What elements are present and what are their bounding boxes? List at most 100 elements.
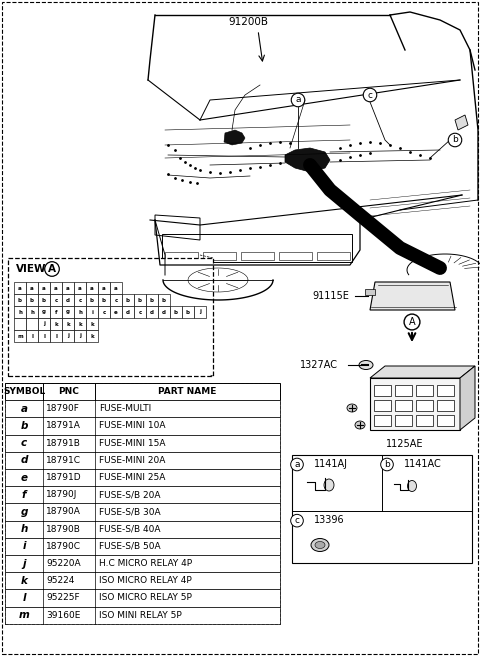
Bar	[26, 330, 38, 342]
Bar	[5, 572, 280, 589]
Bar	[122, 306, 134, 318]
Text: d: d	[126, 310, 130, 314]
Text: A: A	[48, 264, 56, 274]
Bar	[14, 306, 26, 318]
Ellipse shape	[311, 539, 329, 552]
Text: k: k	[90, 333, 94, 338]
Text: h: h	[30, 310, 34, 314]
Text: b: b	[150, 298, 154, 302]
Text: b: b	[162, 298, 166, 302]
Text: j: j	[43, 321, 45, 327]
Text: FUSE-MINI 25A: FUSE-MINI 25A	[99, 473, 166, 482]
Text: a: a	[21, 404, 27, 414]
Polygon shape	[224, 130, 245, 145]
Text: 18791B: 18791B	[46, 439, 81, 447]
Bar	[14, 294, 26, 306]
Text: b: b	[20, 421, 28, 431]
Text: f: f	[22, 490, 26, 500]
Ellipse shape	[355, 421, 365, 429]
Bar	[86, 282, 98, 294]
Text: j: j	[199, 310, 201, 314]
Text: l: l	[31, 333, 33, 338]
Text: h: h	[18, 310, 22, 314]
Text: k: k	[78, 321, 82, 327]
Text: a: a	[66, 285, 70, 291]
Text: a: a	[42, 285, 46, 291]
Bar	[395, 415, 412, 426]
Bar	[38, 294, 50, 306]
Bar	[5, 434, 280, 452]
Bar	[134, 306, 146, 318]
Bar	[110, 306, 122, 318]
Text: 18791D: 18791D	[46, 473, 82, 482]
Text: PART NAME: PART NAME	[158, 387, 216, 396]
Bar	[14, 282, 26, 294]
Bar	[370, 378, 460, 430]
Bar	[5, 417, 280, 434]
Bar	[5, 555, 280, 572]
Ellipse shape	[347, 404, 357, 412]
Text: i: i	[22, 541, 26, 552]
Text: ISO MICRO RELAY 5P: ISO MICRO RELAY 5P	[99, 594, 192, 602]
Text: 18791A: 18791A	[46, 422, 81, 430]
Text: c: c	[78, 298, 82, 302]
Text: FUSE-MULTI: FUSE-MULTI	[99, 404, 151, 413]
Bar	[74, 306, 86, 318]
Text: 18790B: 18790B	[46, 525, 81, 534]
Bar	[110, 282, 122, 294]
Bar	[122, 294, 134, 306]
Text: H.C MICRO RELAY 4P: H.C MICRO RELAY 4P	[99, 559, 192, 568]
Text: i: i	[91, 310, 93, 314]
Bar	[62, 306, 74, 318]
Bar	[170, 306, 182, 318]
Text: f: f	[55, 310, 57, 314]
Text: 91115E: 91115E	[312, 291, 349, 301]
Bar	[74, 330, 86, 342]
Text: a: a	[102, 285, 106, 291]
Bar	[26, 282, 38, 294]
Text: ISO MICRO RELAY 4P: ISO MICRO RELAY 4P	[99, 577, 192, 585]
Bar	[5, 503, 280, 521]
Text: b: b	[42, 298, 46, 302]
Bar	[5, 383, 280, 624]
Text: ISO MINI RELAY 5P: ISO MINI RELAY 5P	[99, 611, 182, 620]
Bar	[26, 306, 38, 318]
Bar	[98, 294, 110, 306]
Text: b: b	[30, 298, 34, 302]
Bar	[74, 318, 86, 330]
Text: b: b	[174, 310, 178, 314]
Bar	[62, 282, 74, 294]
Text: h: h	[20, 524, 28, 534]
Bar	[50, 330, 62, 342]
Text: k: k	[66, 321, 70, 327]
Bar	[62, 294, 74, 306]
Bar	[5, 400, 280, 417]
Bar	[317, 252, 350, 260]
Text: 95225F: 95225F	[46, 594, 80, 602]
Text: 1125AE: 1125AE	[386, 439, 424, 449]
Text: FUSE-MINI 15A: FUSE-MINI 15A	[99, 439, 166, 447]
Bar	[14, 318, 26, 330]
Text: FUSE-S/B 50A: FUSE-S/B 50A	[99, 542, 161, 551]
Text: A: A	[408, 317, 415, 327]
Text: e: e	[114, 310, 118, 314]
Bar	[158, 294, 170, 306]
Bar	[5, 538, 280, 555]
Bar	[416, 385, 433, 396]
Bar	[416, 400, 433, 411]
Text: FUSE-S/B 20A: FUSE-S/B 20A	[99, 490, 160, 499]
Text: c: c	[21, 438, 27, 448]
Bar	[14, 330, 26, 342]
Text: j: j	[22, 559, 26, 569]
Text: m: m	[17, 333, 23, 338]
Bar	[50, 318, 62, 330]
Text: b: b	[138, 298, 142, 302]
Text: a: a	[18, 285, 22, 291]
Bar	[8, 258, 213, 376]
Text: c: c	[368, 91, 372, 100]
Ellipse shape	[408, 480, 417, 491]
Bar	[74, 282, 86, 294]
Text: c: c	[114, 298, 118, 302]
Bar	[241, 252, 274, 260]
Bar	[50, 282, 62, 294]
